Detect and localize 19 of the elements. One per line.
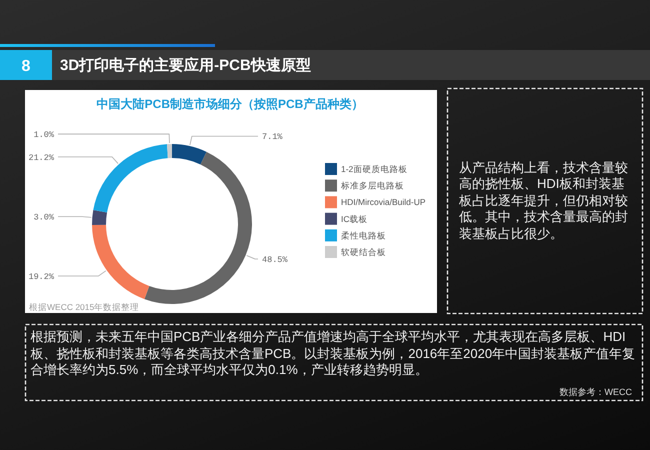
data-label: 3.0% [34,212,55,223]
text: 数据参考：WECC [560,387,632,397]
legend-label: 1-2面硬质电路板 [341,164,408,174]
legend-label: HDI/Mircovia/Build-UP [341,197,426,208]
data-label: 1.0% [34,130,55,140]
text: 3D打印电子的主要应用-PCB快速原型 [60,56,311,74]
legend-label: 柔性电路板 [341,230,386,240]
legend-label: 标准多层电路板 [340,180,404,191]
text: 8 [22,58,31,75]
legend-label: 软硬结合板 [341,247,386,257]
legend-label: IC载板 [341,214,368,224]
text: 根据WECC 2015年数据整理 [29,302,140,312]
text: 从产品结构上看，技术含量较高的挠性板、HDI板和封装基板占比逐年提升，但仍相对较低。其中，技术含量最高的封装基板占比很少。 [459,160,629,242]
chart-title: 中国大陆PCB制造市场细分（按照PCB产品种类） [96,97,364,111]
text: 根据预测，未来五年中国PCB产业各细分产品产值增速均高于全球平均水平，尤其表现在高多层板、HDI板、挠性板和封装基板等各类高技术含量PCB。以封装基板为例，2016年至2020年中国封装基板产值年复合增长率约为5.5%，而全球平均水平仅为0.1%，产业转移趋势明显。 [30,329,636,378]
data-label: 19.2% [28,272,55,282]
data-label: 21.2% [28,152,55,163]
data-label: 7.1% [262,132,284,142]
data-label: 48.5% [262,254,288,265]
